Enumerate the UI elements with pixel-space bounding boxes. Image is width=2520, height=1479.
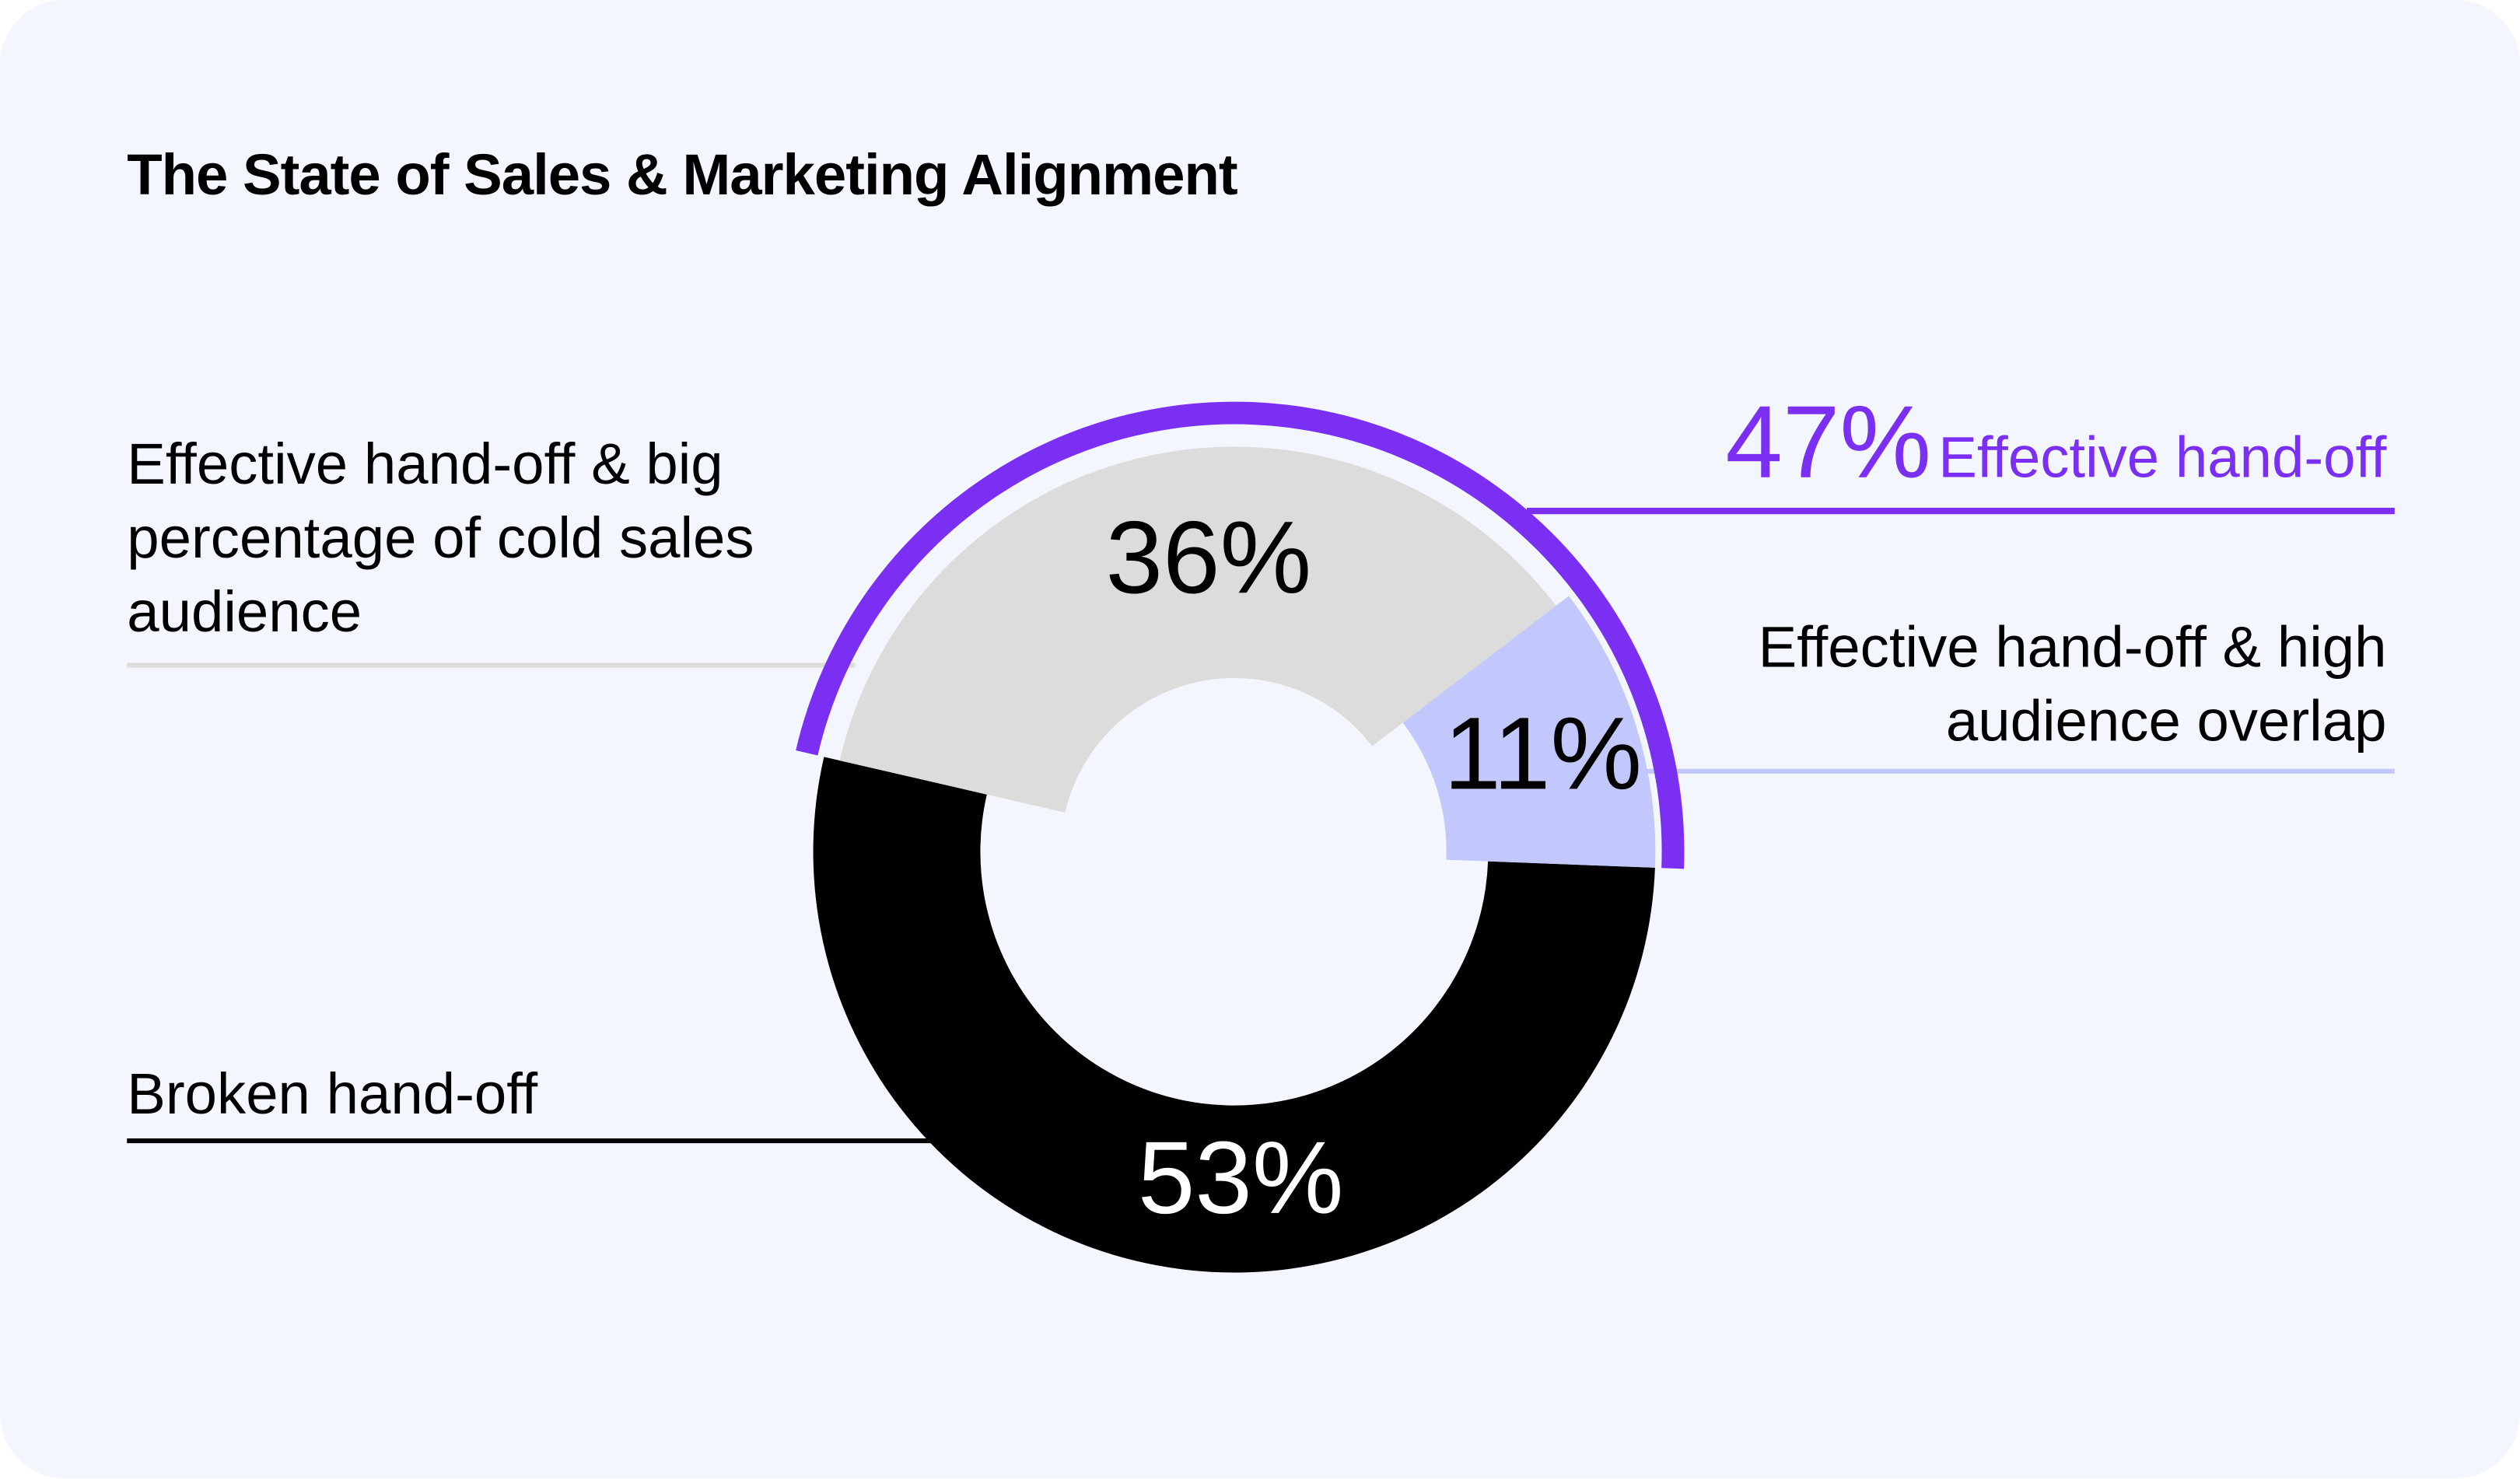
group-label: 47% Effective hand-off [1725,383,2386,502]
value-label: 36% [1106,500,1312,615]
group-value-label: 47% [1725,383,1932,500]
donut-segment [1402,596,1656,868]
value-label: 11% [1444,696,1642,811]
category-label: Effective hand-off & big percentage of c… [127,430,754,645]
group-name: Effective hand-off [1938,424,2387,491]
donut-segment [813,757,1655,1273]
donut-segment [839,446,1556,813]
value-label: 53% [1138,1121,1344,1236]
category-label: Effective hand-off & high audience overl… [1758,614,2387,754]
chart-title: The State of Sales & Marketing Alignment [127,141,1237,208]
category-label: Broken hand-off [127,1060,538,1127]
